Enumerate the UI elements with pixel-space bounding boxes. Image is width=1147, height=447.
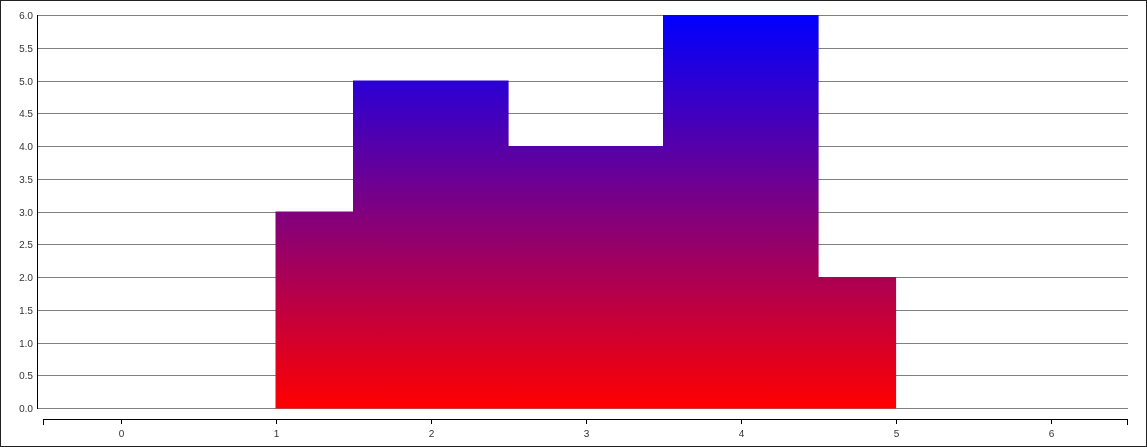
x-tick-label: 2 — [429, 429, 435, 440]
y-tick-label: 5.5 — [19, 44, 33, 55]
y-tick-label: 2.5 — [19, 240, 33, 251]
y-tick-label: 4.0 — [19, 142, 33, 153]
y-tick-label: 4.5 — [19, 109, 33, 120]
y-tick-label: 2.0 — [19, 273, 33, 284]
x-tick-label: 4 — [739, 429, 745, 440]
x-tick-label: 1 — [274, 429, 280, 440]
x-tick-label: 6 — [1049, 429, 1055, 440]
y-tick-label: 3.0 — [19, 208, 33, 219]
axis-layer: 0.0 0.5 1.0 1.5 2.0 2.5 3.0 3.5 4.0 4.5 5.0 5.5 6.0 0… — [19, 11, 1128, 440]
y-tick-label: 1.0 — [19, 339, 33, 350]
y-tick-label: 5.0 — [19, 77, 33, 88]
area-layer — [275, 15, 897, 409]
x-tick-label: 5 — [894, 429, 900, 440]
y-tick-label: 0.5 — [19, 371, 33, 382]
step-segment — [353, 80, 509, 409]
x-tick-label: 0 — [119, 429, 125, 440]
step-segment — [818, 277, 897, 409]
y-tick-label: 3.5 — [19, 175, 33, 186]
step-segment — [663, 15, 819, 409]
y-tick-label: 1.5 — [19, 306, 33, 317]
y-tick-label: 6.0 — [19, 11, 33, 22]
step-segment — [508, 146, 664, 409]
x-tick-label: 3 — [584, 429, 590, 440]
y-tick-label: 0.0 — [19, 404, 33, 415]
step-segment — [275, 211, 354, 409]
